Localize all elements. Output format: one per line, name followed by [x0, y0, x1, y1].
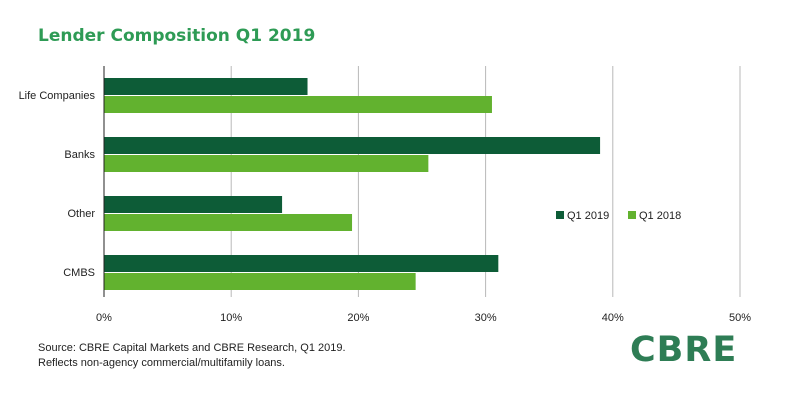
category-label-other: Other	[67, 208, 95, 220]
category-labels: Life Companies Banks Other CMBS	[19, 90, 96, 279]
source-line-2: Reflects non-agency commercial/multifami…	[38, 357, 285, 369]
legend: Q1 2019 Q1 2018	[556, 210, 681, 222]
legend-swatch-q1-2019	[556, 211, 564, 219]
legend-swatch-q1-2018	[628, 211, 636, 219]
bars	[104, 78, 601, 290]
bar-banks-q1-2018	[104, 155, 429, 172]
bar-other-q1-2019	[104, 196, 283, 213]
legend-label-q1-2019: Q1 2019	[567, 210, 609, 222]
bar-cmbs-q1-2018	[104, 273, 416, 290]
cbre-logo: CBRE	[630, 330, 738, 370]
category-label-banks: Banks	[64, 149, 95, 161]
x-tick-label-10: 10%	[220, 312, 242, 324]
category-label-life-companies: Life Companies	[19, 90, 96, 102]
x-tick-label-20: 20%	[347, 312, 369, 324]
x-tick-label-0: 0%	[96, 312, 112, 324]
bar-cmbs-q1-2019	[104, 255, 499, 272]
x-tick-label-30: 30%	[475, 312, 497, 324]
x-tick-label-50: 50%	[729, 312, 751, 324]
chart-title: Lender Composition Q1 2019	[38, 26, 316, 46]
source-line-1: Source: CBRE Capital Markets and CBRE Re…	[38, 342, 346, 354]
x-tick-label-40: 40%	[602, 312, 624, 324]
source-note: Source: CBRE Capital Markets and CBRE Re…	[38, 341, 346, 371]
category-label-cmbs: CMBS	[63, 267, 95, 279]
legend-label-q1-2018: Q1 2018	[639, 210, 681, 222]
x-tick-labels: 0% 10% 20% 30% 40% 50%	[96, 312, 751, 324]
bar-life-companies-q1-2018	[104, 96, 492, 113]
bar-banks-q1-2019	[104, 137, 601, 154]
bar-other-q1-2018	[104, 214, 353, 231]
bar-life-companies-q1-2019	[104, 78, 308, 95]
